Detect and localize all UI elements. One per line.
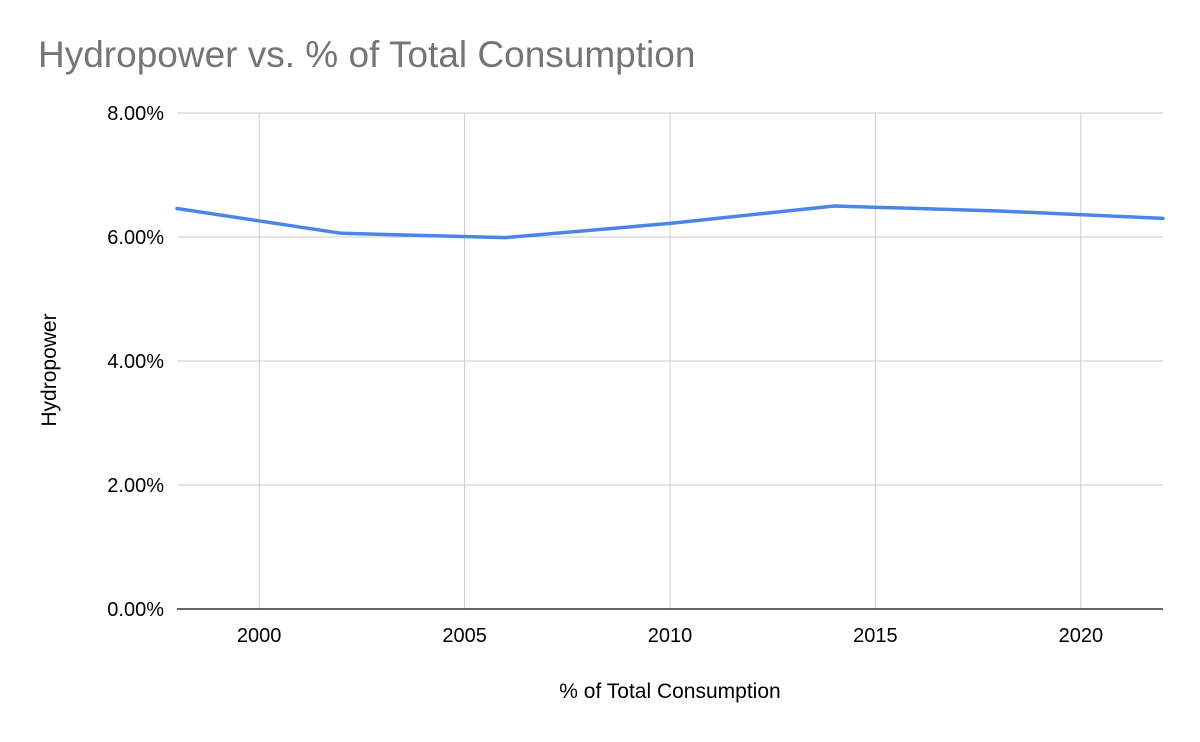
data-point xyxy=(504,236,508,240)
x-axis-title: % of Total Consumption xyxy=(559,680,780,703)
y-tick-label: 2.00% xyxy=(107,475,164,497)
data-point xyxy=(997,209,1001,213)
x-tick-label: 2010 xyxy=(648,625,693,647)
y-axis-title: Hydropower xyxy=(38,313,61,426)
x-tick-label: 2005 xyxy=(442,625,487,647)
data-point xyxy=(1161,216,1165,220)
x-tick-label: 2000 xyxy=(237,625,282,647)
data-point xyxy=(832,204,836,208)
gridlines xyxy=(177,112,1163,610)
chart-title: Hydropower vs. % of Total Consumption xyxy=(38,34,696,75)
x-tick-label: 2020 xyxy=(1059,625,1104,647)
data-point xyxy=(668,221,672,225)
y-tick-label: 0.00% xyxy=(107,599,164,621)
data-point xyxy=(175,206,179,211)
y-tick-label: 8.00% xyxy=(107,103,164,125)
y-tick-label: 4.00% xyxy=(107,351,164,373)
tick-labels: 2000 2005 2010 2015 2020 0.00% 2.00% 4.00% 6.00%… xyxy=(107,103,1103,647)
series-layer xyxy=(175,204,1165,240)
y-tick-label: 6.00% xyxy=(107,227,164,249)
x-tick-label: 2015 xyxy=(853,625,898,647)
data-point xyxy=(339,231,343,235)
